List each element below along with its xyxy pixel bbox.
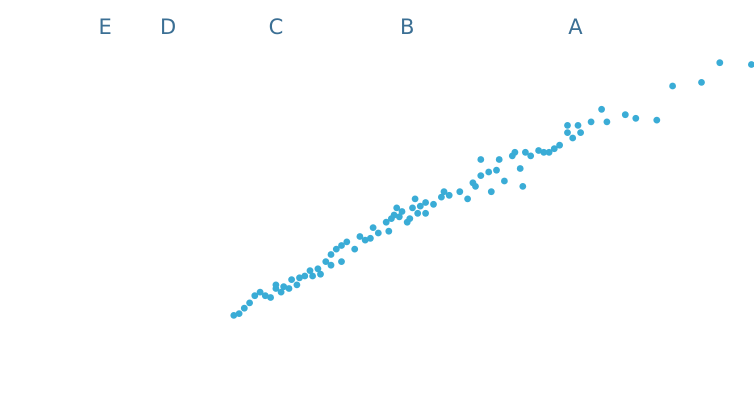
data-point	[527, 152, 535, 160]
data-point	[748, 61, 754, 68]
data-point	[487, 188, 495, 196]
data-point	[669, 82, 676, 90]
data-point	[393, 204, 401, 212]
data-point	[501, 177, 508, 185]
data-point	[653, 116, 661, 124]
data-point	[564, 122, 571, 129]
data-point	[230, 312, 238, 319]
data-point	[356, 233, 364, 240]
data-point	[477, 156, 485, 163]
data-point	[698, 79, 705, 86]
data-point	[293, 281, 301, 289]
data-point	[603, 118, 611, 126]
data-point	[288, 276, 295, 283]
data-point	[369, 224, 377, 232]
data-point	[493, 166, 500, 174]
data-point	[327, 261, 335, 269]
data-point	[632, 114, 640, 122]
data-point	[516, 165, 524, 172]
data-point	[472, 183, 479, 190]
data-point	[621, 111, 629, 119]
data-point	[416, 202, 424, 210]
data-point	[343, 238, 351, 246]
category-label-e: E	[98, 15, 111, 39]
data-point	[406, 215, 414, 223]
data-point	[522, 148, 529, 156]
data-point	[280, 283, 288, 291]
data-point	[374, 229, 382, 237]
data-point	[464, 195, 471, 203]
data-point	[301, 272, 309, 280]
data-point	[556, 141, 563, 149]
data-point	[246, 299, 254, 307]
data-point	[390, 211, 398, 219]
data-point	[456, 188, 464, 196]
data-point	[440, 188, 448, 196]
data-point	[495, 156, 503, 163]
data-point	[519, 183, 527, 190]
data-point	[577, 129, 584, 137]
data-point	[367, 234, 374, 242]
data-point	[598, 105, 605, 113]
data-point	[272, 281, 280, 289]
data-point	[587, 118, 595, 126]
data-point	[414, 209, 422, 217]
data-point	[322, 258, 330, 265]
category-label-a: A	[568, 15, 583, 39]
data-point	[267, 294, 274, 301]
data-point	[296, 274, 303, 282]
data-point	[395, 213, 403, 221]
data-point	[382, 218, 390, 226]
data-point	[277, 288, 285, 296]
data-point	[306, 267, 314, 274]
data-point	[327, 251, 335, 258]
scatter-points	[230, 59, 754, 319]
data-point	[438, 193, 445, 201]
data-point	[285, 285, 293, 292]
data-point	[398, 208, 406, 215]
data-point	[338, 258, 345, 265]
data-point	[445, 191, 453, 199]
data-point	[550, 145, 558, 153]
data-point	[485, 168, 493, 176]
data-point	[569, 134, 577, 142]
data-point	[256, 288, 264, 296]
category-label-d: D	[160, 15, 176, 39]
data-point	[361, 236, 369, 244]
data-point	[385, 227, 393, 235]
data-point	[314, 265, 322, 273]
data-point	[574, 122, 582, 129]
data-point	[511, 148, 519, 156]
data-point	[535, 147, 542, 154]
data-point	[309, 272, 316, 280]
data-point	[409, 204, 416, 212]
data-point	[261, 292, 269, 300]
data-point	[332, 245, 340, 253]
data-point	[235, 310, 243, 317]
data-point	[540, 148, 548, 156]
data-point	[240, 304, 248, 312]
data-point	[317, 270, 324, 278]
data-point	[564, 129, 571, 137]
data-point	[422, 209, 429, 217]
data-point	[545, 148, 553, 156]
category-label-c: C	[269, 15, 284, 39]
data-point	[411, 195, 419, 203]
data-point	[477, 172, 485, 180]
data-point	[430, 200, 437, 208]
category-label-b: B	[400, 15, 414, 39]
data-point	[338, 242, 345, 249]
data-point	[716, 59, 724, 67]
data-point	[251, 292, 259, 300]
data-point	[351, 245, 359, 253]
data-point	[422, 199, 429, 206]
